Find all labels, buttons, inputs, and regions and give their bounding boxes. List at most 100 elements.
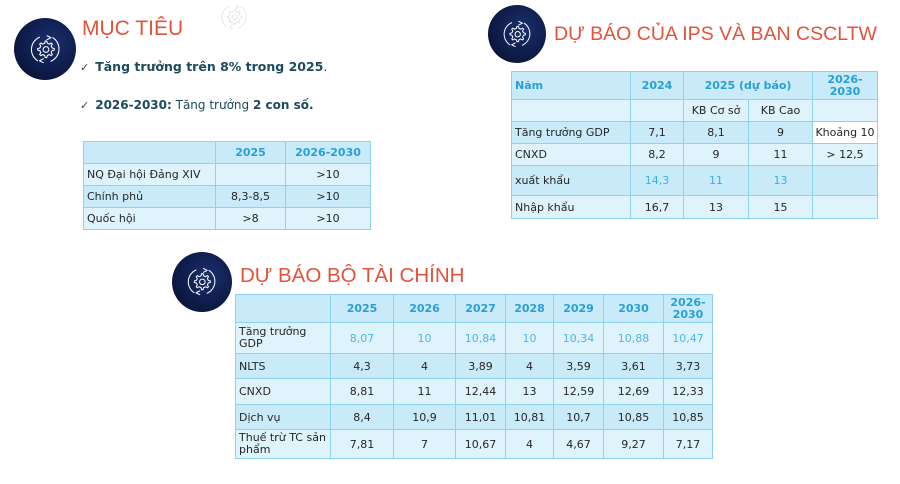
- check-icon: ✓: [80, 99, 90, 112]
- cell: > 12,5: [812, 143, 879, 166]
- cell: 7: [393, 429, 456, 459]
- section-title-goals: MỤC TIÊU: [82, 17, 184, 40]
- row-label: Tăng trưởng GDP: [511, 121, 631, 144]
- subheader-cell: [812, 99, 879, 122]
- cell: 9: [683, 143, 749, 166]
- cell: 10,67: [455, 429, 506, 459]
- row-label: Dịch vụ: [235, 404, 331, 430]
- ips-forecast-table: Năm 2024 2025 (dự báo) 2026-2030 KB Cơ s…: [511, 71, 879, 219]
- table-row: Chính phủ 8,3-8,5 >10: [83, 185, 371, 208]
- cell: [812, 165, 879, 196]
- goal-bullet-1: ✓ Tăng trưởng trên 8% trong 2025.: [80, 59, 327, 74]
- header-cell: 2025 (dự báo): [682, 71, 814, 100]
- header-cell: [83, 141, 216, 164]
- table-row: xuất khẩu 14,3 11 13: [511, 165, 879, 196]
- cell: 9: [747, 121, 814, 144]
- cell: 8,07: [330, 322, 394, 354]
- cell: >8: [215, 207, 286, 230]
- cell: 8,4: [330, 404, 394, 430]
- cell: 10,85: [663, 404, 713, 430]
- cell: 16,7: [630, 195, 684, 219]
- cell: 4,3: [330, 353, 394, 379]
- bullet-bold-text: Tăng trưởng trên 8% trong 2025: [95, 59, 324, 74]
- cell: 13: [747, 165, 814, 196]
- row-label: Quốc hội: [83, 207, 216, 230]
- cell: 13: [683, 195, 749, 219]
- cell: 10,7: [553, 404, 604, 430]
- cell: 3,73: [663, 353, 713, 379]
- bullet-text: .: [323, 59, 328, 74]
- cell: 7,17: [663, 429, 713, 459]
- cell: 12,69: [603, 378, 664, 405]
- header-cell: 2025: [215, 141, 286, 164]
- cell: [215, 163, 286, 186]
- cell: 8,1: [683, 121, 749, 144]
- cell: 10,81: [505, 404, 554, 430]
- cell: 11: [393, 378, 456, 405]
- header-cell: 2027: [455, 294, 506, 323]
- section-title-mof-forecast: DỰ BÁO BỘ TÀI CHÍNH: [240, 264, 465, 287]
- table-header-row: 2025 2026-2030: [83, 141, 371, 164]
- row-label: CNXD: [511, 143, 631, 166]
- goals-table: 2025 2026-2030 NQ Đại hội Đảng XIV >10 C…: [83, 141, 371, 230]
- table-row: NQ Đại hội Đảng XIV >10: [83, 163, 371, 186]
- cell: >10: [285, 185, 371, 208]
- row-label: Tăng trưởng GDP: [235, 322, 331, 354]
- header-cell: Năm: [511, 71, 631, 100]
- row-label: NQ Đại hội Đảng XIV: [83, 163, 216, 186]
- cell: 8,81: [330, 378, 394, 405]
- header-cell: 2028: [505, 294, 554, 323]
- cell: 10,9: [393, 404, 456, 430]
- check-icon: ✓: [80, 61, 90, 74]
- table-row: CNXD 8,2 9 11 > 12,5: [511, 143, 879, 166]
- table-row: Tăng trưởng GDP 7,1 8,1 9 Khoảng 10: [511, 121, 879, 144]
- cell: Khoảng 10: [812, 121, 879, 144]
- cell: 10,88: [603, 322, 664, 354]
- cell: 12,33: [663, 378, 713, 405]
- cell: 7,81: [330, 429, 394, 459]
- cell: 4: [393, 353, 456, 379]
- header-cell: 2026-2030: [812, 71, 879, 100]
- table-header-row: 2025 2026 2027 2028 2029 2030 2026-2030: [235, 294, 713, 323]
- cell: 10,34: [553, 322, 604, 354]
- cell: 3,61: [603, 353, 664, 379]
- cell: [812, 195, 879, 219]
- cell: 4: [505, 429, 554, 459]
- gear-cycle-icon: [172, 252, 232, 312]
- cell: 10,84: [455, 322, 506, 354]
- header-cell: 2030: [603, 294, 664, 323]
- faded-gear-cycle-icon: [214, 0, 254, 34]
- cell: 12,59: [553, 378, 604, 405]
- table-row: Quốc hội >8 >10: [83, 207, 371, 230]
- cell: >10: [285, 207, 371, 230]
- header-cell: [235, 294, 331, 323]
- cell: 15: [747, 195, 814, 219]
- cell: 8,3-8,5: [215, 185, 286, 208]
- cell: 7,1: [630, 121, 684, 144]
- cell: 10: [505, 322, 554, 354]
- table-row: Tăng trưởng GDP 8,07 10 10,84 10 10,34 1…: [235, 322, 713, 354]
- bullet-text: Tăng trưởng: [171, 98, 253, 112]
- goal-bullet-2: ✓ 2026-2030: Tăng trưởng 2 con số.: [80, 98, 314, 112]
- table-row: Thuế trừ TC sản phẩm 7,81 7 10,67 4 4,67…: [235, 429, 713, 459]
- header-cell: 2026: [393, 294, 456, 323]
- cell: 4: [505, 353, 554, 379]
- cell: 3,89: [455, 353, 506, 379]
- cell: 10,47: [663, 322, 713, 354]
- gear-cycle-icon: [14, 18, 76, 80]
- bullet-bold-text: 2026-2030:: [95, 98, 172, 112]
- subheader-cell: KB Cơ sở: [683, 99, 749, 122]
- header-cell: 2026-2030: [663, 294, 713, 323]
- header-cell: 2024: [630, 71, 684, 100]
- row-label: Nhập khẩu: [511, 195, 631, 219]
- row-label: xuất khẩu: [511, 165, 631, 196]
- cell: 3,59: [553, 353, 604, 379]
- cell: 11: [683, 165, 749, 196]
- cell: 14,3: [630, 165, 684, 196]
- bullet-bold-suffix: 2 con số.: [252, 98, 314, 112]
- cell: 9,27: [603, 429, 664, 459]
- table-row: Dịch vụ 8,4 10,9 11,01 10,81 10,7 10,85 …: [235, 404, 713, 430]
- row-label: NLTS: [235, 353, 331, 379]
- cell: 11,01: [455, 404, 506, 430]
- cell: 10: [393, 322, 456, 354]
